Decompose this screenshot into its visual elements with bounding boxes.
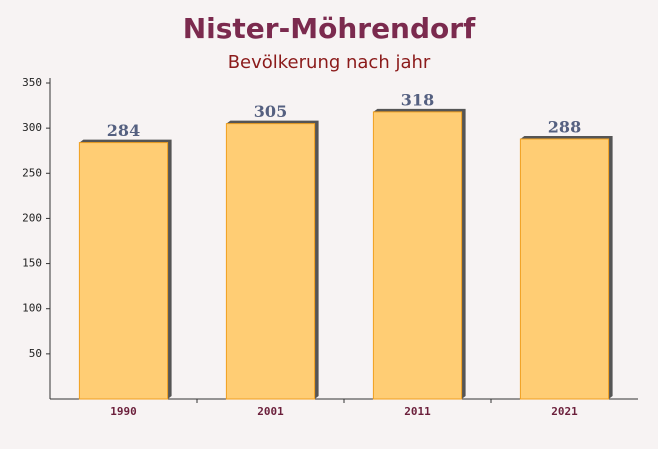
x-tick-label: 2001 (257, 405, 284, 418)
value-label: 284 (107, 121, 140, 140)
y-tick-label: 300 (22, 121, 42, 134)
bar (78, 142, 169, 400)
y-tick-label: 350 (22, 76, 42, 89)
value-label: 288 (548, 117, 581, 136)
y-tick-label: 50 (29, 347, 42, 360)
bar (519, 138, 610, 400)
y-tick-label: 150 (22, 257, 42, 270)
value-label: 305 (254, 102, 287, 121)
bar (372, 111, 463, 400)
chart-subtitle: Bevölkerung nach jahr (228, 52, 431, 73)
chart-title: Nister-Möhrendorf (183, 12, 476, 45)
y-tick-label: 250 (22, 166, 42, 179)
x-tick-label: 2021 (551, 405, 578, 418)
y-tick-label: 200 (22, 211, 42, 224)
x-tick-label: 2011 (404, 405, 431, 418)
bar (225, 123, 316, 400)
y-tick-label: 100 (22, 302, 42, 315)
x-tick-label: 1990 (110, 405, 137, 418)
value-label: 318 (401, 90, 434, 109)
